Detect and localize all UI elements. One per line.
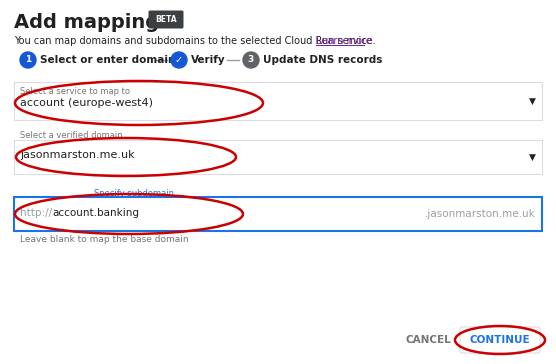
Text: Update DNS records: Update DNS records [263, 55, 383, 65]
Text: .jasonmarston.me.uk: .jasonmarston.me.uk [425, 209, 536, 219]
Text: ▼: ▼ [529, 153, 535, 162]
Text: 1: 1 [25, 55, 31, 64]
Circle shape [243, 52, 259, 68]
Text: Verify: Verify [191, 55, 226, 65]
Circle shape [171, 52, 187, 68]
Text: account.banking: account.banking [52, 208, 139, 218]
Text: account (europe-west4): account (europe-west4) [20, 98, 153, 108]
Text: Specify subdomain: Specify subdomain [94, 189, 174, 198]
Text: CANCEL: CANCEL [405, 335, 451, 345]
FancyBboxPatch shape [14, 82, 542, 120]
Text: Add mapping: Add mapping [14, 12, 159, 32]
Text: BETA: BETA [155, 15, 177, 24]
Text: Select or enter domain: Select or enter domain [40, 55, 175, 65]
Text: http://: http:// [20, 208, 58, 218]
FancyBboxPatch shape [460, 327, 540, 353]
Text: Leave blank to map the base domain: Leave blank to map the base domain [20, 235, 188, 244]
FancyBboxPatch shape [14, 197, 542, 231]
Text: ✓: ✓ [175, 55, 183, 66]
Text: jasonmarston.me.uk: jasonmarston.me.uk [20, 150, 135, 160]
Text: ▼: ▼ [529, 96, 535, 106]
FancyBboxPatch shape [148, 11, 183, 28]
Text: You can map domains and subdomains to the selected Cloud Run service.: You can map domains and subdomains to th… [14, 36, 376, 46]
Text: Learn more: Learn more [316, 36, 372, 46]
Text: Select a verified domain: Select a verified domain [20, 131, 123, 140]
Text: 3: 3 [248, 55, 254, 64]
FancyBboxPatch shape [14, 140, 542, 174]
Text: CONTINUE: CONTINUE [470, 335, 530, 345]
Text: Select a service to map to: Select a service to map to [20, 87, 130, 96]
Circle shape [20, 52, 36, 68]
